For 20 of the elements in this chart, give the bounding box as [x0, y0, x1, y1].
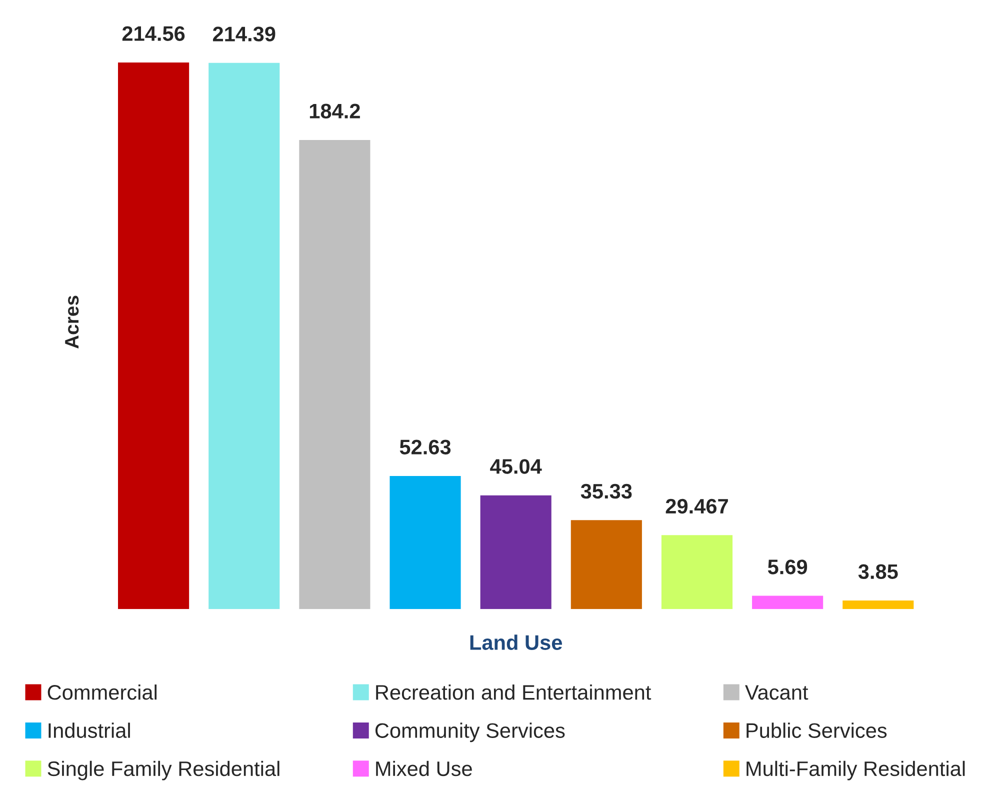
legend-label: Industrial [48, 722, 130, 738]
data-label: 35.33 [580, 484, 632, 499]
x-axis-title: Land Use [470, 634, 562, 650]
y-axis-title: Acres [65, 296, 79, 349]
legend-label: Multi-Family Residential [746, 760, 965, 780]
data-label: 5.69 [768, 560, 808, 574]
legend-label: Commercial [48, 684, 157, 700]
legend-label: Single Family Residential [48, 760, 280, 780]
legend-label: Vacant [745, 685, 808, 700]
data-label: 3.85 [858, 564, 898, 580]
data-label: 184.2 [310, 104, 360, 118]
data-label: 52.63 [400, 440, 451, 454]
legend-label: Mixed Use [376, 760, 472, 776]
data-label: 29.467 [666, 498, 728, 514]
legend-label: Community Services [375, 722, 565, 742]
data-label: 45.04 [490, 459, 542, 474]
legend-label: Recreation and Entertainment [376, 684, 652, 700]
data-label: 214.56 [122, 26, 185, 41]
legend-label: Public Services [746, 722, 887, 738]
data-label: 214.39 [212, 26, 276, 42]
